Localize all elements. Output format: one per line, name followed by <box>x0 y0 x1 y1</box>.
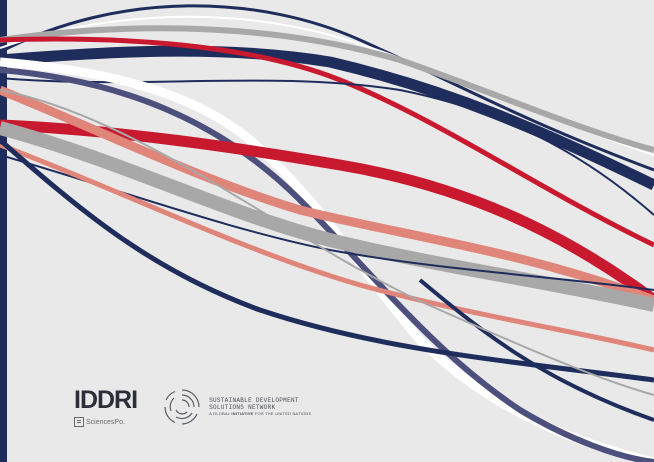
wave-navy-top <box>0 4 654 172</box>
iddri-logo: IDDRI SciencesPo. <box>74 386 138 427</box>
sdsn-text-block: SUSTAINABLE DEVELOPMENT SOLUTIONS NETWOR… <box>209 397 311 417</box>
wave-navy-upper <box>0 45 654 190</box>
sciencespo-mark: SciencesPo. <box>74 417 125 427</box>
wave-salmon-lower <box>0 142 654 353</box>
sciencespo-text: SciencesPo. <box>86 418 125 426</box>
wave-gray-long <box>0 25 654 153</box>
wave-salmon-thick <box>0 85 654 305</box>
wave-red-upper <box>0 36 654 248</box>
wave-navy-bottom <box>418 278 654 422</box>
sciencespo-icon <box>74 417 84 427</box>
sdsn-logo: SUSTAINABLE DEVELOPMENT SOLUTIONS NETWOR… <box>161 386 311 428</box>
sdsn-line-1: SUSTAINABLE DEVELOPMENT <box>209 397 299 404</box>
wave-navy-lower <box>0 138 654 383</box>
partner-logos: IDDRI SciencesPo. <box>74 386 311 428</box>
iddri-wordmark: IDDRI <box>74 386 138 414</box>
sdsn-ring-icon <box>164 389 200 425</box>
sdsn-tagline-bold: INITIATIVE <box>231 411 254 416</box>
wave-gray-bottom <box>0 89 654 396</box>
wave-slate <box>0 67 654 462</box>
sdsn-tagline-suffix: FOR THE UNITED NATIONS <box>254 411 312 416</box>
sdsn-line-2: SOLUTIONS NETWORK <box>209 404 276 411</box>
sdsn-tagline-prefix: A GLOBAL <box>209 411 231 416</box>
sdsn-tagline: A GLOBAL INITIATIVE FOR THE UNITED NATIO… <box>209 411 311 417</box>
wave-gray-thick <box>0 121 654 312</box>
left-edge-bar <box>0 0 7 462</box>
